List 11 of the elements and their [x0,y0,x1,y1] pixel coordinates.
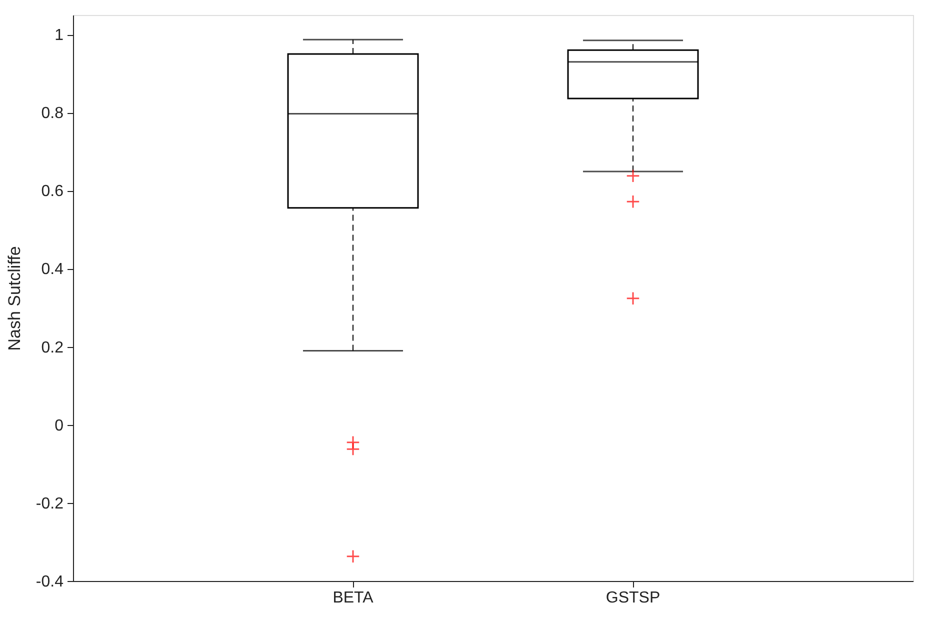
y-tick-label: 0.2 [41,339,64,356]
y-tick-label: 0 [54,417,64,434]
x-tick-label: BETA [332,590,374,606]
y-tick-label: 0.8 [41,105,64,122]
y-tick-label: 0.4 [41,261,64,278]
y-tick-label: -0.4 [36,574,64,590]
y-tick-label: 0.6 [41,183,64,200]
y-tick-label: 1 [54,27,64,44]
y-axis-title: Nash Sutcliffe [4,246,24,351]
y-tick-label: -0.2 [36,495,64,512]
x-tick-label: GSTSP [606,590,660,606]
